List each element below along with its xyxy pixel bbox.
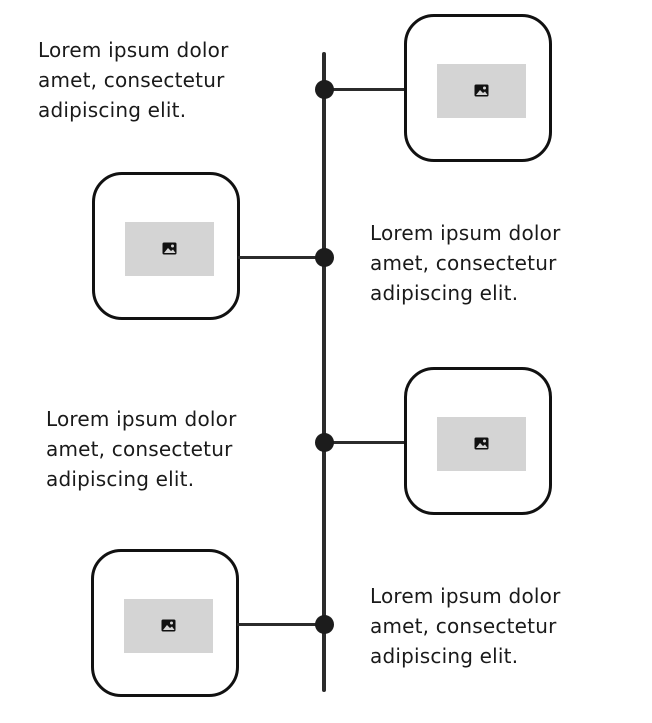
caption-line: Lorem ipsum dolor [46, 407, 237, 431]
timeline-item-3-connector [324, 441, 406, 444]
caption-line: amet, consectetur [370, 614, 557, 638]
caption-line: adipiscing elit. [370, 281, 519, 305]
image-placeholder [437, 64, 526, 118]
image-icon [474, 84, 489, 97]
timeline-item-2-connector [238, 256, 326, 259]
timeline-item-2-node [315, 248, 334, 267]
timeline-item-2-card [92, 172, 240, 320]
image-placeholder [125, 222, 214, 276]
caption-line: adipiscing elit. [46, 467, 195, 491]
image-placeholder [437, 417, 526, 471]
image-icon [162, 242, 177, 255]
caption-line: amet, consectetur [38, 68, 225, 92]
caption-line: Lorem ipsum dolor [370, 221, 561, 245]
caption-line: amet, consectetur [46, 437, 233, 461]
timeline-item-1-caption: Lorem ipsum dolor amet, consectetur adip… [38, 35, 288, 125]
timeline-axis [322, 52, 326, 692]
timeline-item-4-node [315, 615, 334, 634]
caption-line: Lorem ipsum dolor [370, 584, 561, 608]
timeline-item-3-caption: Lorem ipsum dolor amet, consectetur adip… [46, 404, 296, 494]
timeline-item-1-connector [324, 88, 406, 91]
caption-line: adipiscing elit. [370, 644, 519, 668]
caption-line: adipiscing elit. [38, 98, 187, 122]
image-icon [161, 619, 176, 632]
image-placeholder [124, 599, 213, 653]
timeline-item-3-node [315, 433, 334, 452]
caption-line: amet, consectetur [370, 251, 557, 275]
caption-line: Lorem ipsum dolor [38, 38, 229, 62]
timeline-item-2-caption: Lorem ipsum dolor amet, consectetur adip… [370, 218, 620, 308]
timeline-item-4-connector [237, 623, 326, 626]
image-icon [474, 437, 489, 450]
timeline-item-1-node [315, 80, 334, 99]
timeline-item-3-card [404, 367, 552, 515]
timeline-item-1-card [404, 14, 552, 162]
timeline-item-4-card [91, 549, 239, 697]
timeline-item-4-caption: Lorem ipsum dolor amet, consectetur adip… [370, 581, 620, 671]
